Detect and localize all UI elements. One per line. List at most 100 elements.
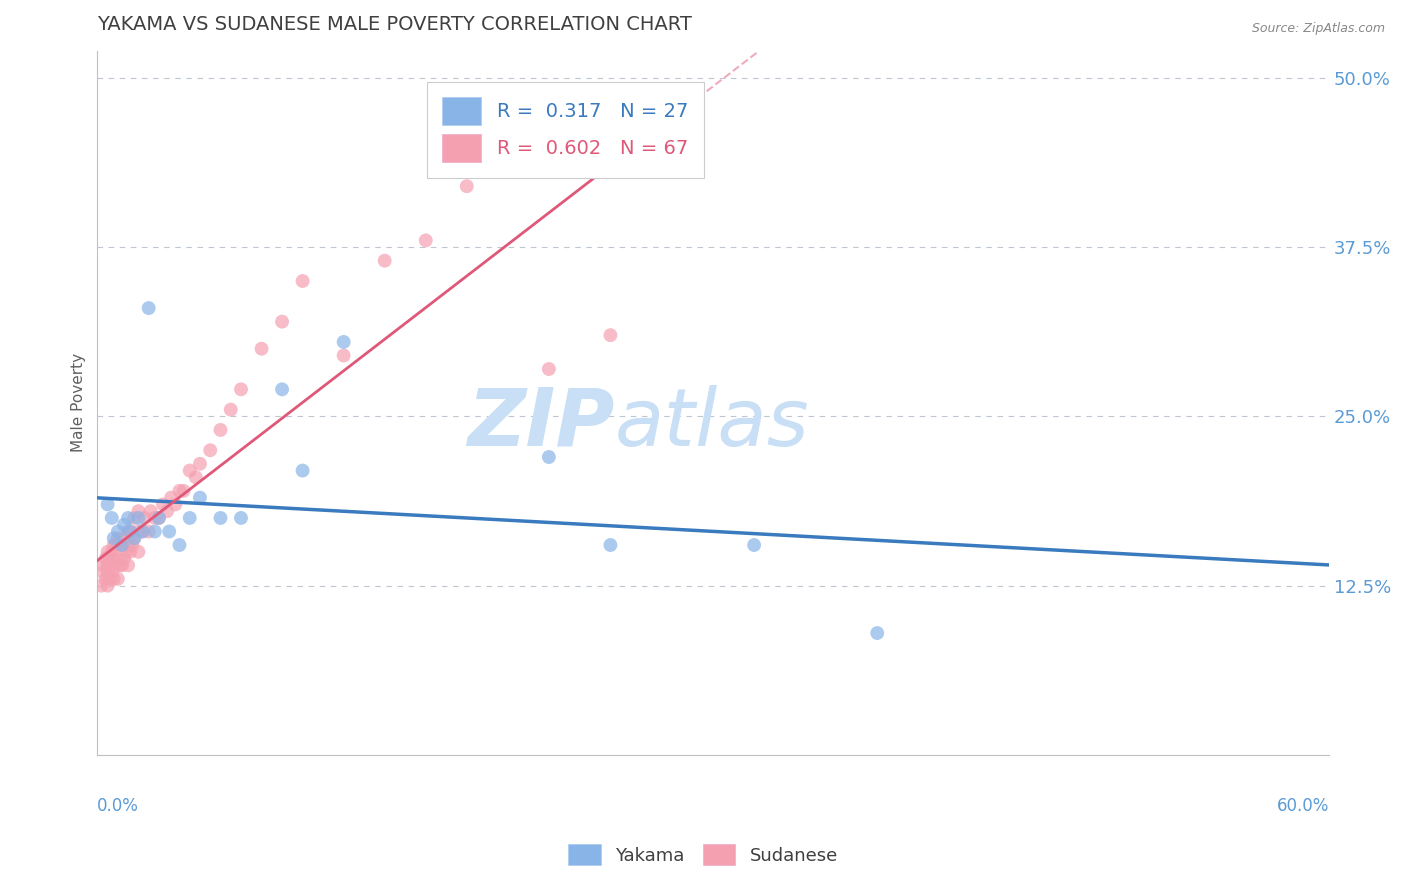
Text: YAKAMA VS SUDANESE MALE POVERTY CORRELATION CHART: YAKAMA VS SUDANESE MALE POVERTY CORRELAT… xyxy=(97,15,692,34)
Point xyxy=(97,558,120,573)
Point xyxy=(112,517,135,532)
Point xyxy=(112,551,135,566)
Point xyxy=(112,531,135,545)
Point xyxy=(188,457,211,471)
Point xyxy=(148,511,170,525)
Point xyxy=(117,524,139,539)
Point xyxy=(97,497,120,511)
Point xyxy=(107,572,129,586)
Point xyxy=(160,491,183,505)
Point xyxy=(138,524,160,539)
Point xyxy=(94,551,117,566)
Point xyxy=(115,545,138,559)
Point xyxy=(209,511,232,525)
Point xyxy=(117,511,139,525)
Point xyxy=(93,558,115,573)
Point xyxy=(124,531,146,545)
Point xyxy=(124,511,146,525)
Point xyxy=(127,511,149,525)
Text: atlas: atlas xyxy=(614,385,810,463)
Point xyxy=(121,538,143,552)
Point xyxy=(143,524,166,539)
Point xyxy=(332,334,354,349)
Point xyxy=(148,511,170,525)
Point xyxy=(152,497,174,511)
Point xyxy=(120,524,142,539)
Point xyxy=(131,524,153,539)
Point xyxy=(209,423,232,437)
Point xyxy=(184,470,207,484)
Point xyxy=(120,524,142,539)
Point xyxy=(291,464,314,478)
Point xyxy=(127,504,149,518)
Point xyxy=(866,626,889,640)
Point xyxy=(537,362,560,376)
Text: Source: ZipAtlas.com: Source: ZipAtlas.com xyxy=(1251,22,1385,36)
Point xyxy=(229,511,252,525)
Point xyxy=(97,579,120,593)
Point xyxy=(188,491,211,505)
Point xyxy=(103,572,125,586)
Y-axis label: Male Poverty: Male Poverty xyxy=(72,353,86,452)
Legend: Yakama, Sudanese: Yakama, Sudanese xyxy=(561,837,845,872)
Point xyxy=(134,511,156,525)
Point xyxy=(156,504,179,518)
Point xyxy=(120,545,142,559)
Point xyxy=(97,565,120,579)
Point xyxy=(98,572,121,586)
Point xyxy=(250,342,273,356)
Point xyxy=(169,538,191,552)
Point xyxy=(138,301,160,315)
Point xyxy=(291,274,314,288)
Point xyxy=(169,483,191,498)
Point xyxy=(111,538,134,552)
Text: 60.0%: 60.0% xyxy=(1277,797,1329,814)
Point xyxy=(107,524,129,539)
Point xyxy=(117,558,139,573)
Point xyxy=(179,511,201,525)
Legend: R =  0.317   N = 27, R =  0.602   N = 67: R = 0.317 N = 27, R = 0.602 N = 67 xyxy=(427,82,704,178)
Point xyxy=(127,545,149,559)
Point xyxy=(271,315,294,329)
Point xyxy=(599,538,621,552)
Point xyxy=(456,179,478,194)
Text: 0.0%: 0.0% xyxy=(97,797,139,814)
Point xyxy=(104,558,127,573)
Point xyxy=(90,579,112,593)
Point xyxy=(537,450,560,464)
Point xyxy=(107,551,129,566)
Point xyxy=(111,538,134,552)
Point xyxy=(97,545,120,559)
Point xyxy=(599,328,621,343)
Point xyxy=(143,511,166,525)
Point xyxy=(173,483,195,498)
Point xyxy=(108,538,131,552)
Point xyxy=(139,504,162,518)
Point xyxy=(200,443,222,458)
Point xyxy=(374,253,396,268)
Point xyxy=(104,538,127,552)
Point xyxy=(111,558,134,573)
Point xyxy=(742,538,765,552)
Point xyxy=(179,464,201,478)
Point xyxy=(100,545,122,559)
Point xyxy=(98,551,121,566)
Point xyxy=(124,531,146,545)
Point xyxy=(103,538,125,552)
Point xyxy=(219,402,242,417)
Point xyxy=(94,572,117,586)
Point xyxy=(100,511,122,525)
Point xyxy=(103,531,125,545)
Point xyxy=(271,382,294,396)
Point xyxy=(103,551,125,566)
Point xyxy=(415,233,437,247)
Text: ZIP: ZIP xyxy=(467,385,614,463)
Point xyxy=(117,538,139,552)
Point xyxy=(229,382,252,396)
Point xyxy=(127,524,149,539)
Point xyxy=(157,524,180,539)
Point xyxy=(93,565,115,579)
Point xyxy=(131,524,153,539)
Point xyxy=(108,558,131,573)
Point xyxy=(165,497,187,511)
